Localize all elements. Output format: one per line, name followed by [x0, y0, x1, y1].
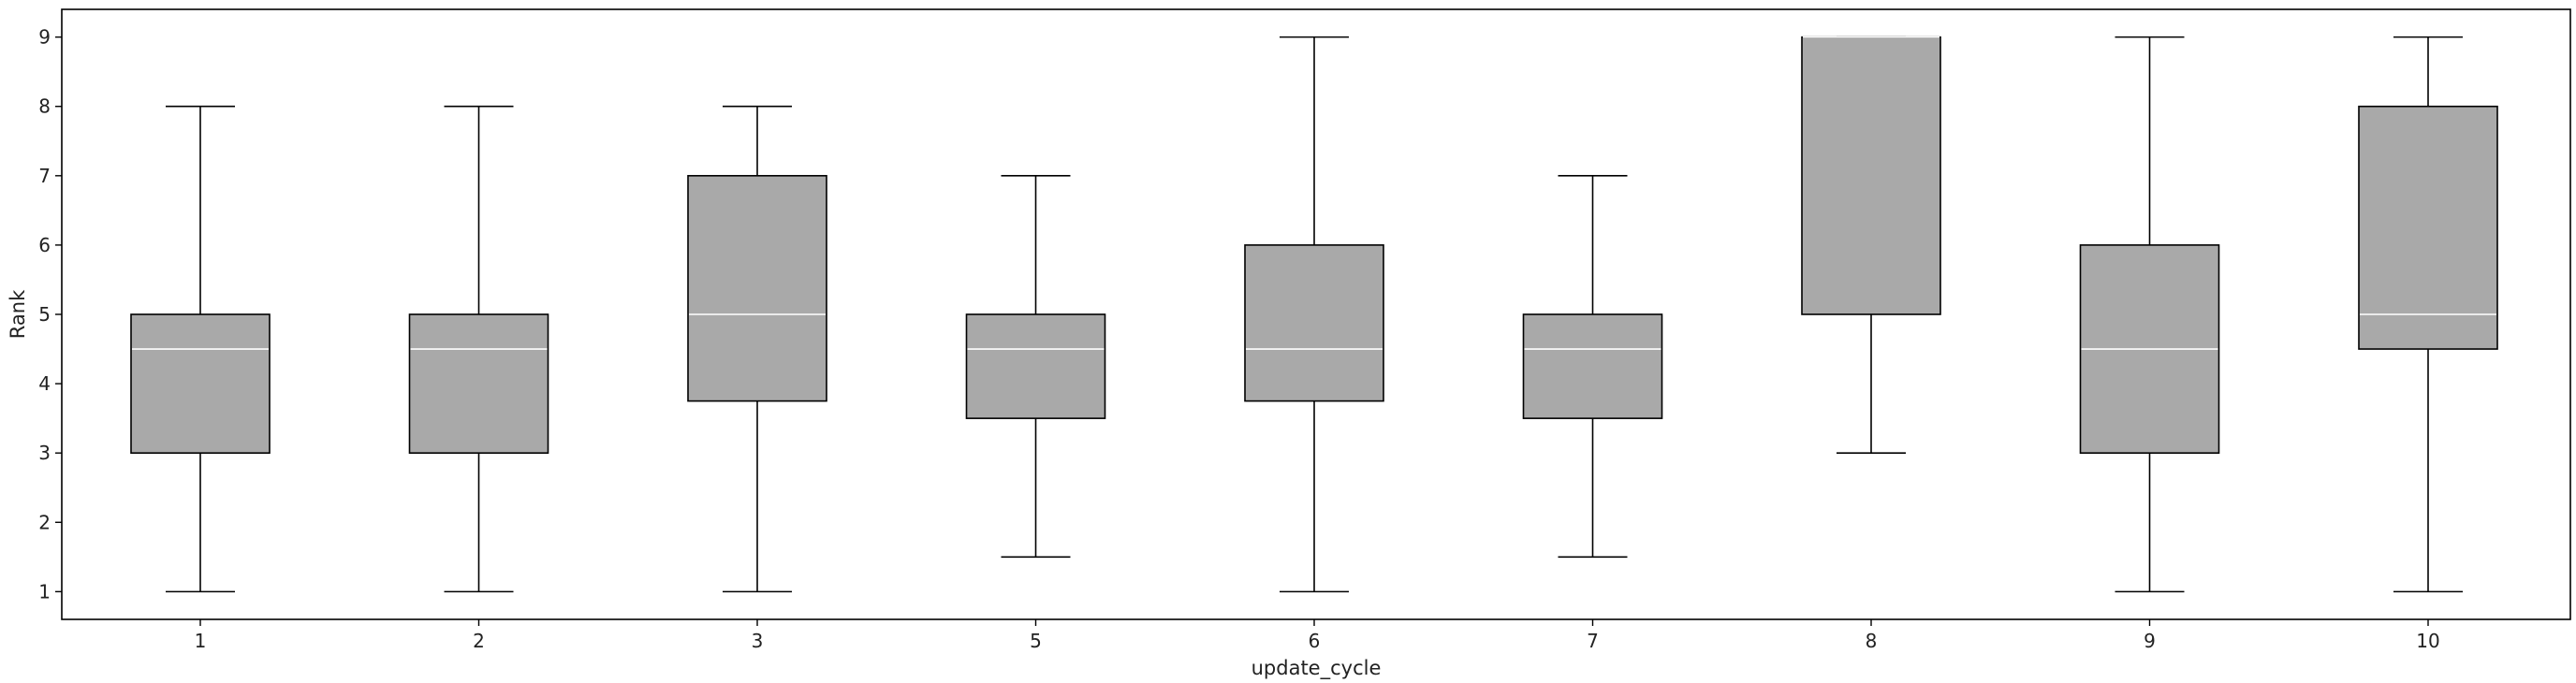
x-tick-label: 9: [2144, 630, 2156, 652]
x-tick-label: 5: [1030, 630, 1042, 652]
x-tick-label: 3: [752, 630, 764, 652]
x-axis: 1 2 3 5 6 7 8 9 10: [195, 619, 2440, 652]
y-tick-label: 8: [38, 95, 51, 118]
box-iqr: [1522, 313, 1663, 419]
y-tick-label: 6: [38, 234, 51, 256]
box-iqr: [130, 313, 271, 454]
y-tick-label: 9: [38, 26, 51, 49]
box-2: [408, 105, 549, 593]
box-iqr: [687, 175, 827, 402]
box-iqr: [1801, 36, 1941, 315]
y-tick-label: 3: [38, 442, 51, 464]
boxes-layer: [130, 36, 2498, 593]
y-tick-label: 2: [38, 511, 51, 533]
box-9: [2079, 36, 2220, 593]
box-1: [130, 105, 271, 593]
box-3: [687, 105, 827, 593]
x-tick-label: 8: [1866, 630, 1878, 652]
y-tick-label: 7: [38, 165, 51, 187]
x-tick-label: 6: [1309, 630, 1321, 652]
box-6: [1244, 36, 1384, 593]
y-tick-label: 5: [38, 303, 51, 326]
box-iqr: [1244, 244, 1384, 402]
x-tick-label: 7: [1587, 630, 1599, 652]
box-iqr: [408, 313, 549, 454]
y-tick-label: 1: [38, 580, 51, 603]
x-tick-label: 10: [2416, 630, 2439, 652]
box-iqr: [965, 313, 1106, 419]
box-7: [1522, 175, 1663, 559]
box-iqr: [2358, 105, 2498, 350]
box-10: [2358, 36, 2498, 593]
y-axis: 1 2 3 4 5 6 7 8 9: [38, 26, 62, 603]
box-5: [965, 175, 1106, 559]
y-axis-label: Rank: [7, 289, 29, 339]
box-8: [1801, 36, 1941, 454]
y-tick-label: 4: [38, 372, 51, 395]
x-tick-label: 2: [473, 630, 485, 652]
x-axis-label: update_cycle: [1251, 657, 1382, 680]
x-tick-label: 1: [195, 630, 207, 652]
